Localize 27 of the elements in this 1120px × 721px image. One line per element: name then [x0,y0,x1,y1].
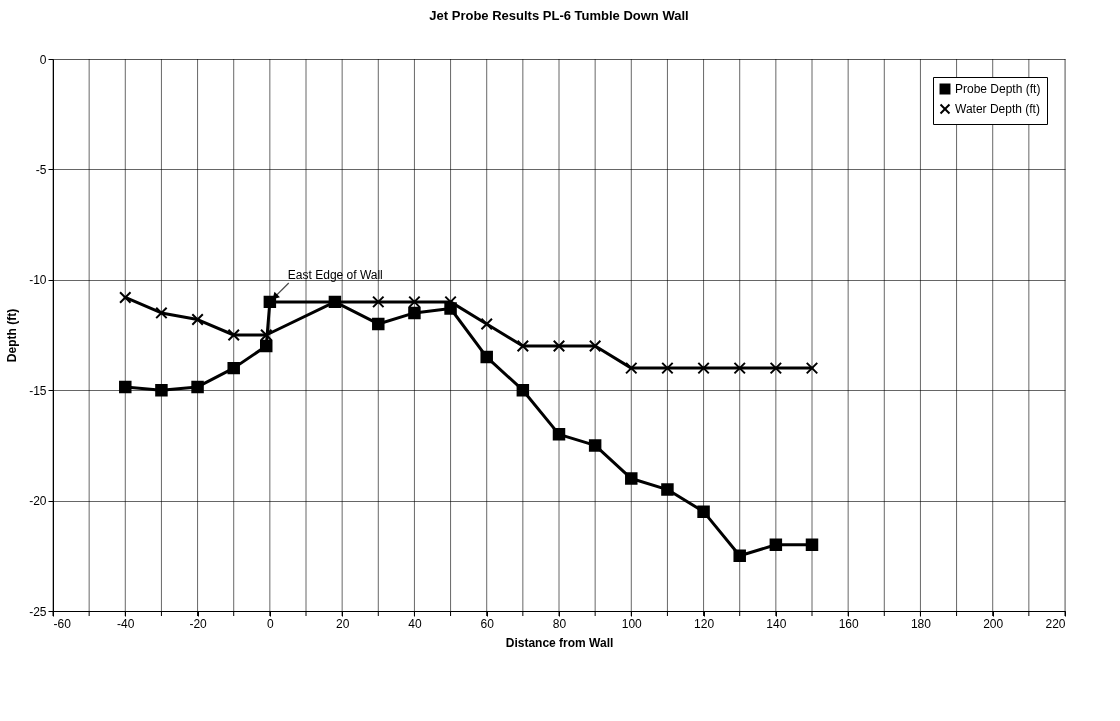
x-tick-label: 120 [694,616,715,631]
x-tick-label: 20 [335,616,350,631]
y-tick-label: -25 [29,604,47,619]
x-tick-label: 140 [766,616,787,631]
x-tick-label: 100 [621,616,643,631]
y-tick-label: -15 [29,383,47,398]
y-axis-title: Depth (ft) [5,308,20,363]
x-tick-label: 0 [267,616,275,631]
y-tick-label: -5 [35,162,47,177]
chart-title: Jet Probe Results PL-6 Tumble Down Wall [429,8,689,23]
y-tick-label: -10 [29,273,47,288]
y-tick-label: 0 [39,52,47,67]
x-tick-label: 220 [1045,616,1066,631]
x-axis-title: Distance from Wall [505,635,614,650]
legend-label: Water Depth (ft) [955,102,1040,116]
x-tick-label: 180 [910,616,932,631]
x-tick-label: -40 [117,616,135,631]
x-tick-label: -60 [53,616,72,631]
x-tick-label: 160 [838,616,859,631]
x-tick-label: 40 [408,616,422,631]
x-tick-label: -20 [189,616,208,631]
annotation: East Edge of Wall [287,267,383,282]
legend-label: Probe Depth (ft) [955,82,1041,96]
x-tick-label: 200 [983,616,1004,631]
y-tick-label: -20 [29,494,47,509]
x-tick-label: 80 [552,616,567,631]
x-tick-label: 60 [480,616,495,631]
